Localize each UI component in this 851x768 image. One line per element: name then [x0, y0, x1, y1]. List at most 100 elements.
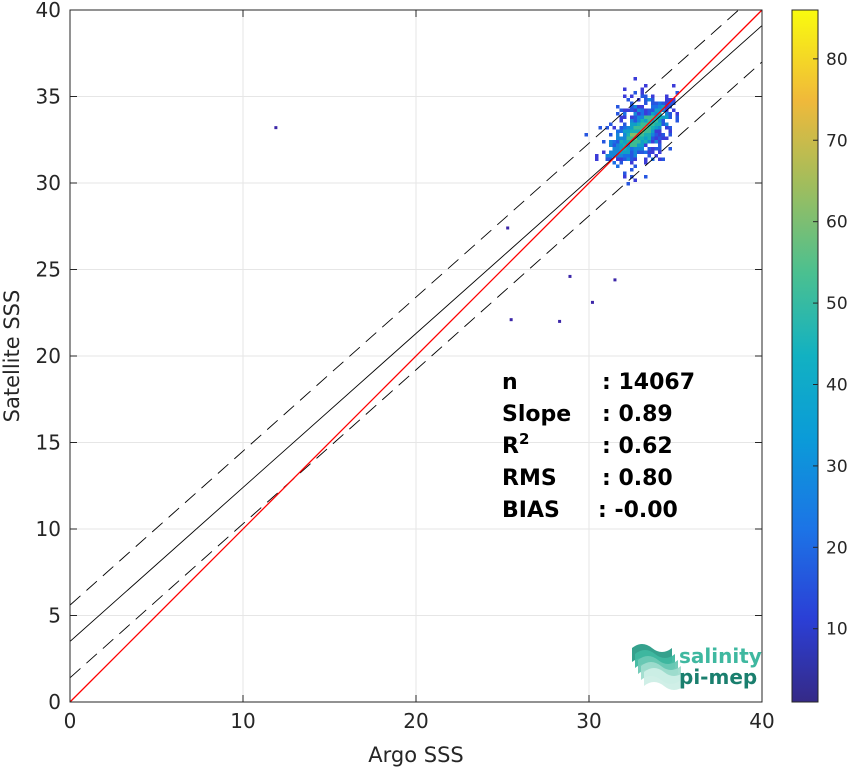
density-cell: [626, 147, 630, 151]
density-cell: [619, 157, 623, 161]
density-cell: [630, 94, 634, 98]
density-cell: [623, 112, 627, 116]
density-cell: [609, 140, 613, 144]
density-cell: [633, 150, 637, 154]
density-cell: [626, 108, 630, 112]
density-cell: [654, 147, 658, 151]
density-cell: [619, 140, 623, 144]
density-cell: [644, 98, 648, 102]
colorbar-tick-label: 60: [826, 213, 848, 233]
density-cell: [612, 161, 616, 165]
density-cell: [644, 101, 648, 105]
stat-value: : 0.89: [602, 402, 673, 427]
y-tick-label: 35: [36, 85, 61, 109]
density-cell: [630, 175, 634, 179]
density-cell: [633, 77, 637, 81]
density-cell: [640, 108, 644, 112]
density-cell: [661, 115, 665, 119]
density-cell: [651, 140, 655, 144]
density-cell: [630, 115, 634, 119]
density-cell: [640, 105, 644, 109]
density-cell: [651, 98, 655, 102]
x-tick-label: 30: [576, 709, 601, 733]
density-cell: [668, 126, 672, 130]
density-cell: [654, 108, 658, 112]
density-cell: [633, 154, 637, 158]
density-cell: [623, 115, 627, 119]
density-cell: [626, 140, 630, 144]
colorbar-tick-label: 20: [826, 538, 848, 558]
density-cell: [616, 105, 620, 109]
density-cell: [647, 122, 651, 126]
density-cell: [651, 105, 655, 109]
density-cell: [630, 108, 634, 112]
density-cell: [619, 115, 623, 119]
density-cell: [612, 143, 616, 147]
density-cell: [668, 129, 672, 133]
x-axis-label: Argo SSS: [368, 743, 463, 767]
density-cell: [619, 129, 623, 133]
density-cell: [640, 115, 644, 119]
stat-value: : 0.62: [602, 434, 673, 459]
density-cells: [274, 77, 679, 323]
density-cell: [616, 147, 620, 151]
density-cell: [619, 119, 623, 123]
density-cell: [605, 157, 609, 161]
density-cell: [640, 112, 644, 116]
density-cell: [644, 108, 648, 112]
density-cell: [619, 108, 623, 112]
y-tick-label: 15: [36, 431, 61, 455]
density-cell: [637, 119, 641, 123]
stat-label: n: [502, 370, 518, 395]
density-cell: [623, 126, 627, 130]
colorbar-tick-label: 10: [826, 620, 848, 640]
density-cell: [672, 108, 676, 112]
density-cell: [651, 112, 655, 116]
colorbar-tick-label: 30: [826, 457, 848, 477]
density-cell: [647, 108, 651, 112]
density-cell: [609, 150, 613, 154]
density-cell: [647, 112, 651, 116]
density-cell: [637, 98, 641, 102]
density-cell: [640, 126, 644, 130]
density-cell: [623, 87, 627, 91]
density-cell: [609, 143, 613, 147]
density-cell: [668, 101, 672, 105]
wave-layer: [644, 668, 684, 690]
density-cell: [633, 140, 637, 144]
density-cell: [619, 147, 623, 151]
density-cell: [665, 105, 669, 109]
density-cell: [595, 157, 599, 161]
density-cell: [658, 108, 662, 112]
colorbar-gradient: [791, 9, 819, 703]
density-cell: [623, 143, 627, 147]
density-cell: [623, 150, 627, 154]
density-cell: [630, 133, 634, 137]
density-cell: [637, 143, 641, 147]
density-cell: [644, 136, 648, 140]
density-cell: [644, 157, 648, 161]
density-cell: [619, 161, 623, 165]
outlier-point: [558, 319, 562, 323]
density-cell: [637, 126, 641, 130]
density-cell: [651, 108, 655, 112]
density-cell: [637, 115, 641, 119]
density-cell: [623, 94, 627, 98]
density-cell: [619, 136, 623, 140]
density-cell: [623, 147, 627, 151]
outlier-point: [568, 274, 572, 278]
density-cell: [609, 122, 613, 126]
density-cell: [623, 157, 627, 161]
density-cell: [633, 91, 637, 95]
density-cell: [640, 129, 644, 133]
density-cell: [640, 119, 644, 123]
density-cell: [630, 101, 634, 105]
density-cell: [616, 157, 620, 161]
density-cell: [647, 119, 651, 123]
density-cell: [626, 182, 630, 186]
density-cell: [633, 164, 637, 168]
density-cell: [654, 119, 658, 123]
density-cell: [665, 115, 669, 119]
